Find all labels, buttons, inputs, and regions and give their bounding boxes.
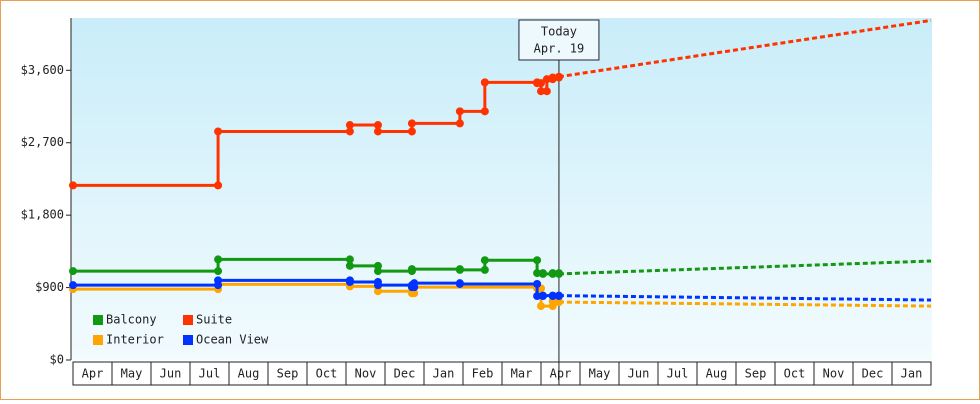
point: [410, 283, 419, 292]
point: [455, 119, 464, 128]
point: [214, 255, 223, 264]
plot-area: [71, 18, 932, 360]
x-tick-label: May: [121, 367, 143, 381]
point: [533, 292, 542, 301]
point: [407, 119, 416, 128]
point: [480, 265, 489, 274]
point: [548, 269, 557, 278]
x-tick-label: Nov: [823, 367, 845, 381]
x-tick-label: Oct: [784, 367, 806, 381]
point: [455, 265, 464, 274]
x-tick-label: Nov: [355, 367, 377, 381]
x-tick-label: Jun: [628, 367, 650, 381]
point: [480, 256, 489, 265]
x-tick-label: Apr: [82, 367, 104, 381]
point: [554, 269, 563, 278]
point: [214, 181, 223, 190]
point: [345, 121, 354, 130]
x-tick-label: Aug: [238, 367, 260, 381]
legend-swatch: [93, 315, 103, 325]
projection-line: [558, 294, 932, 302]
point: [480, 107, 489, 116]
y-tick-label: $900: [35, 280, 64, 294]
x-tick-label: Mar: [511, 367, 533, 381]
point: [537, 302, 545, 311]
point: [537, 87, 545, 96]
point: [214, 127, 223, 136]
point: [538, 269, 547, 278]
point: [533, 256, 542, 265]
legend-swatch: [183, 335, 193, 345]
point: [407, 127, 416, 136]
point: [373, 127, 382, 136]
projection-line: [558, 259, 932, 276]
point: [554, 292, 563, 301]
legend-label: Interior: [106, 333, 164, 347]
annotation-box: [518, 19, 600, 61]
x-tick-label: Jul: [667, 367, 689, 381]
x-tick-label: Oct: [316, 367, 338, 381]
point: [537, 79, 545, 88]
x-tick-label: Jul: [199, 367, 221, 381]
y-tick-label: $3,600: [21, 63, 64, 77]
projection-line: [558, 18, 932, 79]
point: [533, 269, 542, 278]
projection-line: [558, 300, 932, 308]
point: [373, 261, 382, 270]
annotation-text: Apr. 19: [534, 42, 585, 56]
x-tick-label: Jun: [160, 367, 182, 381]
point: [548, 75, 557, 84]
point: [214, 281, 223, 290]
legend-label: Balcony: [106, 313, 157, 327]
point: [407, 267, 416, 276]
legend-label: Ocean View: [196, 333, 269, 347]
point: [373, 277, 382, 286]
point: [345, 255, 354, 264]
point: [480, 78, 489, 87]
y-tick-label: $1,800: [21, 208, 64, 222]
legend-swatch: [183, 315, 193, 325]
x-tick-label: Jan: [433, 367, 455, 381]
x-tick-label: Apr: [550, 367, 572, 381]
point: [69, 181, 77, 190]
point: [533, 279, 542, 288]
x-tick-label: Sep: [745, 367, 767, 381]
x-tick-label: Aug: [706, 367, 728, 381]
point: [214, 267, 223, 276]
x-tick-label: Feb: [472, 367, 494, 381]
point: [410, 289, 419, 298]
point: [373, 121, 382, 130]
point: [542, 87, 551, 96]
annotation-text: Today: [541, 25, 577, 39]
point: [345, 127, 354, 136]
point: [455, 279, 464, 288]
x-tick-label: Jan: [901, 367, 923, 381]
point: [548, 302, 557, 311]
x-tick-label: Dec: [862, 367, 884, 381]
point: [455, 107, 464, 116]
point: [548, 291, 557, 300]
point: [345, 276, 354, 285]
point: [554, 73, 563, 82]
point: [69, 281, 77, 290]
x-tick-label: May: [589, 367, 611, 381]
y-tick-label: $2,700: [21, 135, 64, 149]
legend-swatch: [93, 335, 103, 345]
legend-label: Suite: [196, 313, 232, 327]
x-tick-label: Dec: [394, 367, 416, 381]
y-tick-label: $0: [50, 353, 64, 367]
x-tick-label: Sep: [277, 367, 299, 381]
point: [69, 267, 77, 276]
point: [538, 292, 547, 301]
point: [345, 261, 354, 270]
